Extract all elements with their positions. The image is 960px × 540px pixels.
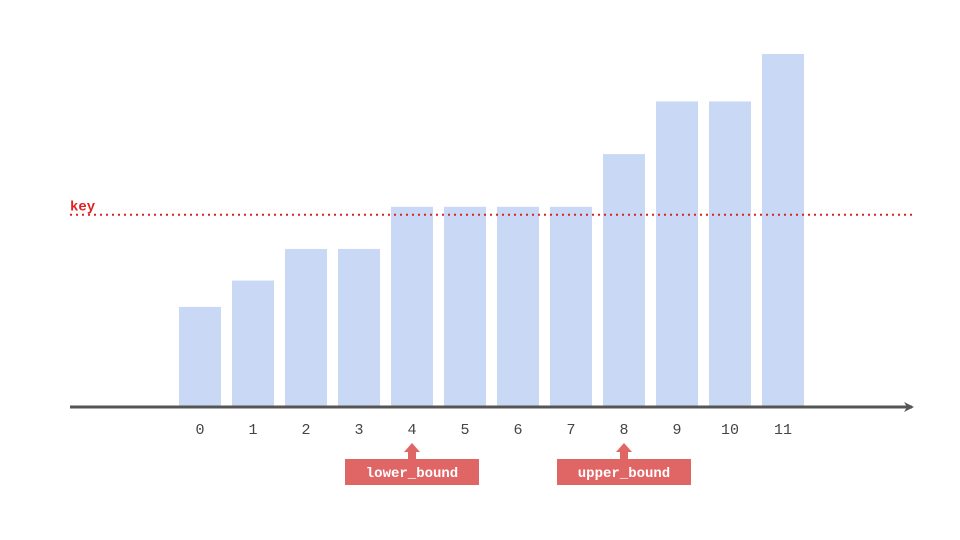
tick-label-2: 2 (301, 422, 310, 439)
tick-label-1: 1 (248, 422, 257, 439)
key-threshold: key (70, 200, 915, 216)
tick-label-0: 0 (195, 422, 204, 439)
tick-label-6: 6 (513, 422, 522, 439)
bar-11 (762, 54, 804, 407)
bar-3 (338, 248, 380, 407)
up-arrow-icon (616, 443, 632, 460)
bar-7 (550, 206, 592, 407)
tick-label-8: 8 (619, 422, 628, 439)
bar-9 (656, 101, 698, 407)
tick-label-5: 5 (460, 422, 469, 439)
tick-label-10: 10 (721, 422, 739, 439)
upper-bound-marker: upper_bound (557, 443, 691, 485)
tick-label-9: 9 (672, 422, 681, 439)
marker-label: lower_bound (366, 466, 458, 482)
bound-markers: lower_bound upper_bound (345, 443, 691, 485)
bar-10 (709, 101, 751, 407)
marker-label: upper_bound (578, 466, 670, 482)
bar-2 (285, 248, 327, 407)
tick-label-7: 7 (566, 422, 575, 439)
bar-4 (391, 206, 433, 407)
marker-box (557, 459, 691, 485)
x-tick-labels: 0 1 2 3 4 5 6 7 8 9 10 11 (195, 422, 792, 439)
bar-1 (232, 280, 274, 407)
bar-5 (444, 206, 486, 407)
bar-8 (603, 154, 645, 407)
up-arrow-icon (404, 443, 420, 460)
marker-box (345, 459, 479, 485)
lower-bound-marker: lower_bound (345, 443, 479, 485)
tick-label-3: 3 (354, 422, 363, 439)
key-label: key (70, 200, 96, 216)
tick-label-11: 11 (774, 422, 792, 439)
tick-label-4: 4 (407, 422, 416, 439)
bars (179, 54, 804, 407)
bar-0 (179, 306, 221, 407)
bar-6 (497, 206, 539, 407)
